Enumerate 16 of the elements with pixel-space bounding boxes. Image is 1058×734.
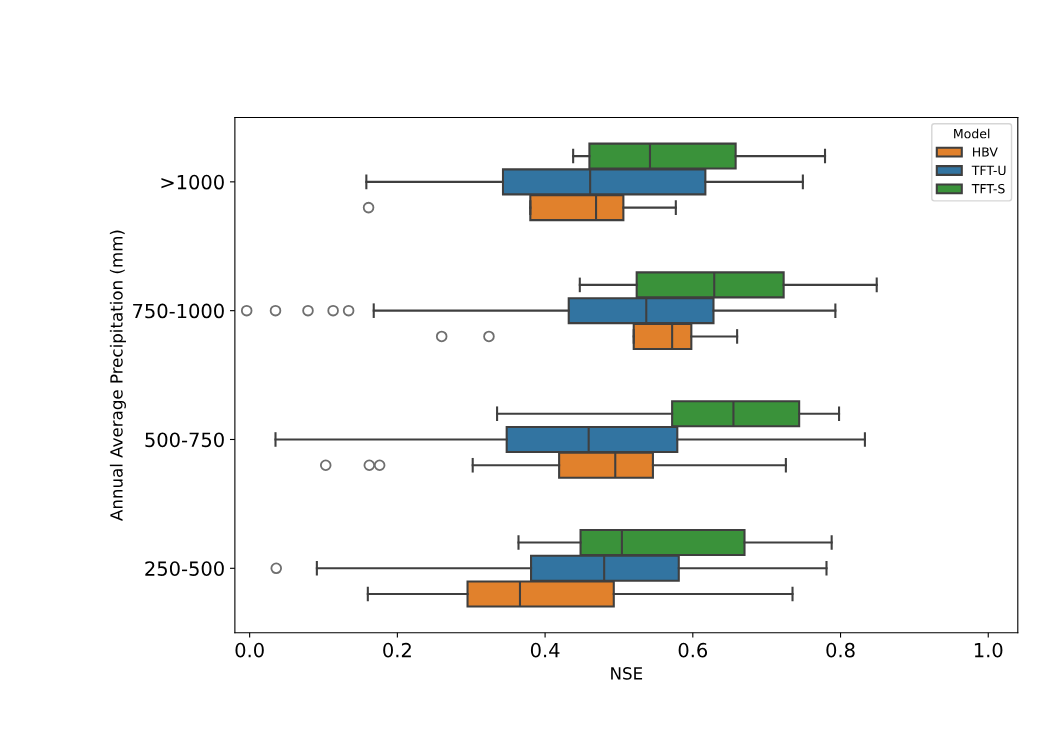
legend-label: TFT-U [971,165,1006,176]
y-axis-title: Annual Average Precipitation (mm) [109,230,126,521]
legend-title: Model [954,128,990,139]
x-tick-label: 1.0 [974,642,1003,658]
y-tick-label: 500-750 [145,432,224,448]
legend-label: TFT-S [971,183,1005,194]
x-tick-label: 0.8 [826,642,855,658]
legend-label: HBV [973,147,998,157]
y-tick-label: >1000 [161,174,224,190]
x-tick-label: 0.0 [235,642,264,658]
y-tick-label: 250-500 [145,561,224,576]
x-axis-title: NSE [611,667,643,680]
x-tick-label: 0.2 [383,642,411,658]
y-tick-label: 750-1000 [133,303,224,319]
x-tick-label: 0.6 [678,642,708,658]
x-tick-label: 0.4 [530,642,560,658]
